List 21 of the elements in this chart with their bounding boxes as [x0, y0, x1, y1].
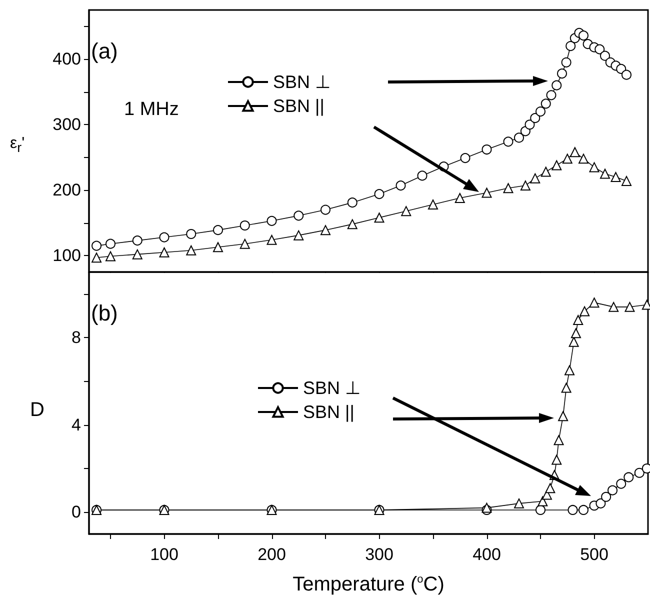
- legend-label: SBN ||: [303, 402, 354, 422]
- y-tick-label: 0: [72, 502, 81, 522]
- legend-label: SBN ⊥: [303, 378, 362, 398]
- annotation: 1 MHz: [124, 99, 179, 120]
- y-tick-label: 200: [52, 180, 81, 200]
- y-tick-label: 300: [52, 115, 81, 134]
- x-tick-label: 500: [580, 545, 608, 564]
- x-tick-label: 100: [150, 545, 178, 564]
- annotation: (b): [91, 300, 118, 326]
- x-tick-label: 200: [258, 545, 286, 564]
- x-tick-label: 300: [365, 545, 394, 564]
- annotation: (a): [91, 38, 118, 64]
- y-axis-title: D: [30, 399, 44, 422]
- y-tick-label: 100: [52, 246, 81, 266]
- y-tick-label: 8: [72, 328, 81, 347]
- legend-label: SBN ⊥: [273, 72, 332, 92]
- y-tick-label: 400: [52, 50, 81, 69]
- x-tick-label: 400: [472, 545, 501, 564]
- legend-label: SBN ||: [273, 96, 324, 116]
- y-axis-title: ε$_{r}$': [10, 135, 25, 156]
- y-tick-label: 4: [72, 415, 81, 434]
